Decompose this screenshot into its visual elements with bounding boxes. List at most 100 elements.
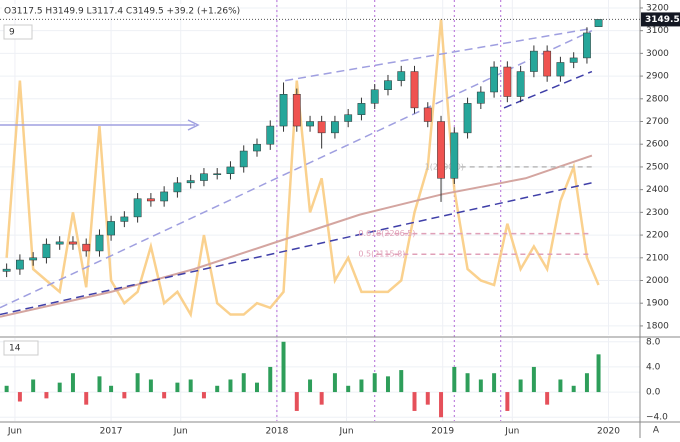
histogram-bar	[332, 373, 337, 393]
histogram-bar	[518, 379, 523, 393]
histogram-bar	[452, 366, 457, 393]
y-tick-label: 4.0	[646, 362, 661, 372]
y-tick-label: 1800	[646, 321, 669, 331]
y-tick-label: 1900	[646, 299, 669, 309]
candle-body	[213, 173, 222, 175]
histogram-bar	[188, 379, 193, 393]
histogram-bar	[372, 373, 377, 393]
candle-body	[594, 19, 603, 27]
histogram-bar	[531, 366, 536, 393]
candle-body	[490, 66, 498, 93]
histogram-bar	[57, 382, 62, 393]
histogram-bar	[571, 385, 576, 393]
candle-body	[516, 71, 525, 97]
arrow-head	[187, 119, 200, 131]
trendline	[503, 70, 593, 109]
y-tick-label: 3200	[646, 3, 669, 13]
histogram-bar	[241, 373, 246, 393]
histogram-bar	[505, 392, 510, 411]
candle-body	[239, 150, 248, 168]
candle-body	[437, 121, 445, 179]
candle-body	[200, 173, 208, 181]
histogram-bar	[84, 392, 89, 405]
candle-body	[556, 62, 565, 77]
trendline	[0, 29, 593, 309]
histogram-bar	[425, 392, 430, 405]
histogram-bar	[399, 370, 404, 393]
candle-body	[173, 182, 182, 193]
x-tick-label: Jun	[7, 427, 22, 437]
candle-body	[29, 257, 38, 261]
x-tick-label: Jun	[338, 427, 353, 437]
volatility-line	[5, 19, 600, 319]
last-price-label: 3149.5	[645, 15, 680, 25]
plot: 1(2500.0)0.618(2206.5)0.5(2115.8)	[0, 0, 603, 421]
histogram-bar	[44, 392, 49, 399]
histogram-bar	[294, 392, 299, 411]
histogram-bar	[268, 366, 273, 393]
x-tick-label: 2020	[597, 427, 620, 437]
histogram-bar	[122, 392, 127, 399]
candle-body	[253, 143, 261, 152]
candle-body	[357, 103, 366, 115]
candle-body	[317, 121, 326, 134]
candle-body	[450, 132, 459, 179]
y-tick-label: 2300	[646, 208, 669, 218]
candle-body	[543, 50, 552, 77]
x-tick-label: 2017	[100, 427, 123, 437]
histogram-bar	[17, 392, 22, 402]
histogram-bar	[545, 392, 550, 405]
y-tick-label: 8.0	[646, 337, 661, 347]
histogram-bar	[465, 373, 470, 393]
histogram-bar	[492, 373, 497, 393]
candle-body	[266, 125, 275, 145]
histogram-bar	[346, 385, 351, 393]
candle-body	[410, 71, 419, 109]
candle-body	[370, 89, 379, 104]
auto-scale-button[interactable]: A	[653, 426, 660, 436]
histogram-bar	[558, 379, 563, 393]
fib-label: 0.618(2206.5)	[358, 229, 415, 238]
candle-body	[69, 241, 77, 245]
x-tick-label: 2018	[265, 427, 288, 437]
candle-body	[146, 198, 155, 202]
y-tick-label: 3000	[646, 49, 669, 59]
moving-average	[0, 154, 593, 318]
histogram-bar	[308, 379, 313, 393]
candle-body	[529, 50, 538, 72]
candle-body	[476, 91, 485, 104]
indicator-box[interactable]	[3, 24, 33, 40]
histogram-bar	[175, 382, 180, 393]
histogram-bar	[439, 392, 444, 418]
candle-body	[292, 94, 301, 127]
histogram-bar	[215, 385, 220, 393]
y-tick-label: 2100	[646, 253, 669, 263]
histogram-bar	[135, 373, 140, 393]
candle-body	[2, 268, 11, 272]
candle-body	[55, 241, 64, 245]
candle-body	[186, 180, 195, 184]
histogram-bar	[584, 373, 589, 393]
candle-body	[107, 221, 115, 236]
histogram-bar	[162, 392, 167, 399]
histogram-bar	[70, 373, 75, 393]
candle-body	[42, 243, 51, 259]
candle-body	[569, 57, 578, 63]
candle-body	[133, 198, 142, 218]
histogram-box[interactable]	[3, 340, 39, 356]
y-tick-label: 0.0	[646, 388, 661, 398]
candle-body	[344, 114, 353, 122]
histogram-bar	[109, 385, 114, 393]
x-tick-label: Jun	[173, 427, 188, 437]
candle-body	[95, 234, 104, 252]
x-tick-label: Jun	[504, 427, 519, 437]
candle-body	[120, 216, 129, 222]
histogram-bar	[412, 392, 417, 411]
last-price-tag	[641, 12, 680, 27]
y-tick-label: 2500	[646, 162, 669, 172]
candle-body	[463, 103, 472, 134]
candle-body	[331, 121, 339, 134]
candle-body	[397, 71, 406, 81]
